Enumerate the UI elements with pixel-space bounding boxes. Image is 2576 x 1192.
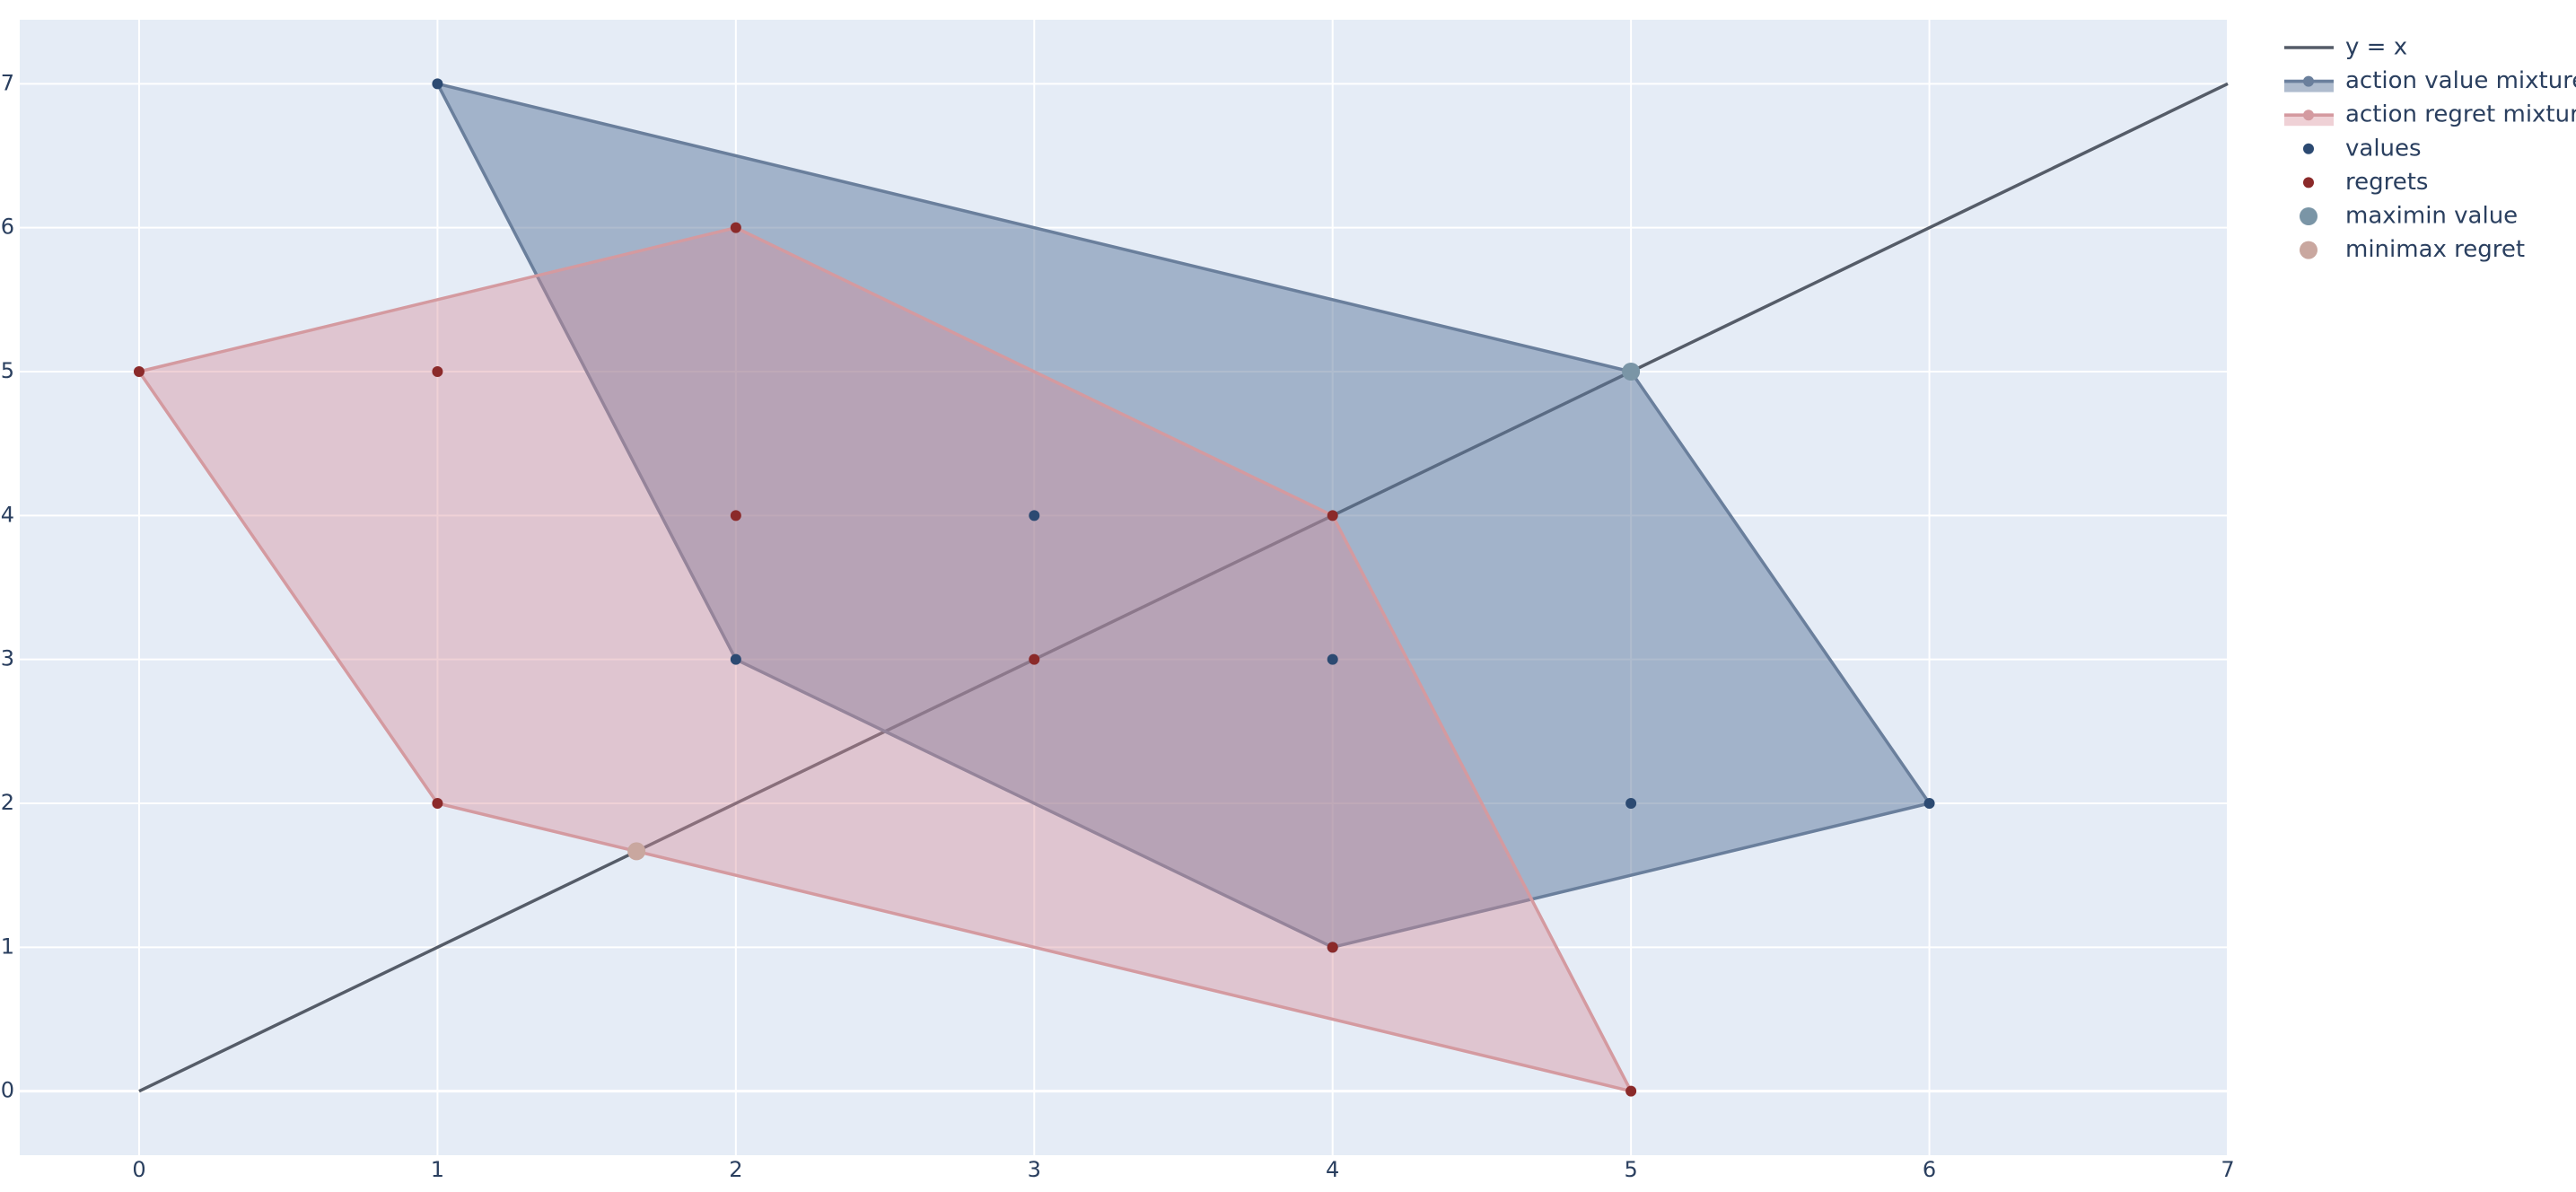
legend-label: y = x xyxy=(2345,34,2407,61)
x-tick-label: 5 xyxy=(1624,1157,1637,1182)
point xyxy=(432,366,443,378)
legend-marker xyxy=(2303,75,2314,87)
y-tick-label: 6 xyxy=(1,215,14,240)
polygon-area xyxy=(434,81,1932,950)
point xyxy=(1625,1085,1637,1097)
y-tick-label: 1 xyxy=(1,933,14,959)
point xyxy=(730,653,741,665)
legend-label: action regret mixture xyxy=(2345,101,2576,128)
legend-label: action value mixture xyxy=(2345,67,2576,94)
point xyxy=(1327,510,1338,522)
x-tick-label: 2 xyxy=(729,1157,742,1182)
y-tick-label: 4 xyxy=(1,502,14,527)
point xyxy=(1029,653,1040,665)
x-tick-label: 1 xyxy=(431,1157,444,1182)
y-tick-label: 7 xyxy=(1,70,14,95)
x-tick-label: 4 xyxy=(1326,1157,1339,1182)
polygon-area xyxy=(136,225,1634,1094)
legend-label: maximin value xyxy=(2345,203,2518,230)
x-tick-label: 7 xyxy=(2221,1157,2234,1182)
point xyxy=(627,842,646,861)
y-tick-label: 2 xyxy=(1,790,14,815)
legend-label: regrets xyxy=(2345,169,2428,196)
x-tick-label: 3 xyxy=(1028,1157,1041,1182)
x-tick-label: 0 xyxy=(132,1157,145,1182)
point xyxy=(730,510,741,522)
point xyxy=(1625,797,1637,809)
legend-marker xyxy=(2300,241,2318,259)
y-tick-label: 0 xyxy=(1,1078,14,1103)
point xyxy=(730,222,741,233)
legend-label: values xyxy=(2345,135,2422,162)
legend-marker xyxy=(2303,143,2314,154)
legend-marker xyxy=(2303,110,2314,121)
point xyxy=(432,797,443,809)
legend-marker xyxy=(2300,207,2318,225)
y-tick-label: 3 xyxy=(1,646,14,671)
point xyxy=(1327,942,1338,953)
point xyxy=(1923,797,1935,809)
x-tick-label: 6 xyxy=(1923,1157,1936,1182)
legend-label: minimax regret xyxy=(2345,236,2525,263)
point xyxy=(1622,363,1641,381)
point xyxy=(432,78,443,90)
legend-marker xyxy=(2303,177,2314,188)
point xyxy=(1029,510,1040,522)
point xyxy=(133,366,145,378)
y-tick-label: 5 xyxy=(1,358,14,383)
point xyxy=(1327,653,1338,665)
